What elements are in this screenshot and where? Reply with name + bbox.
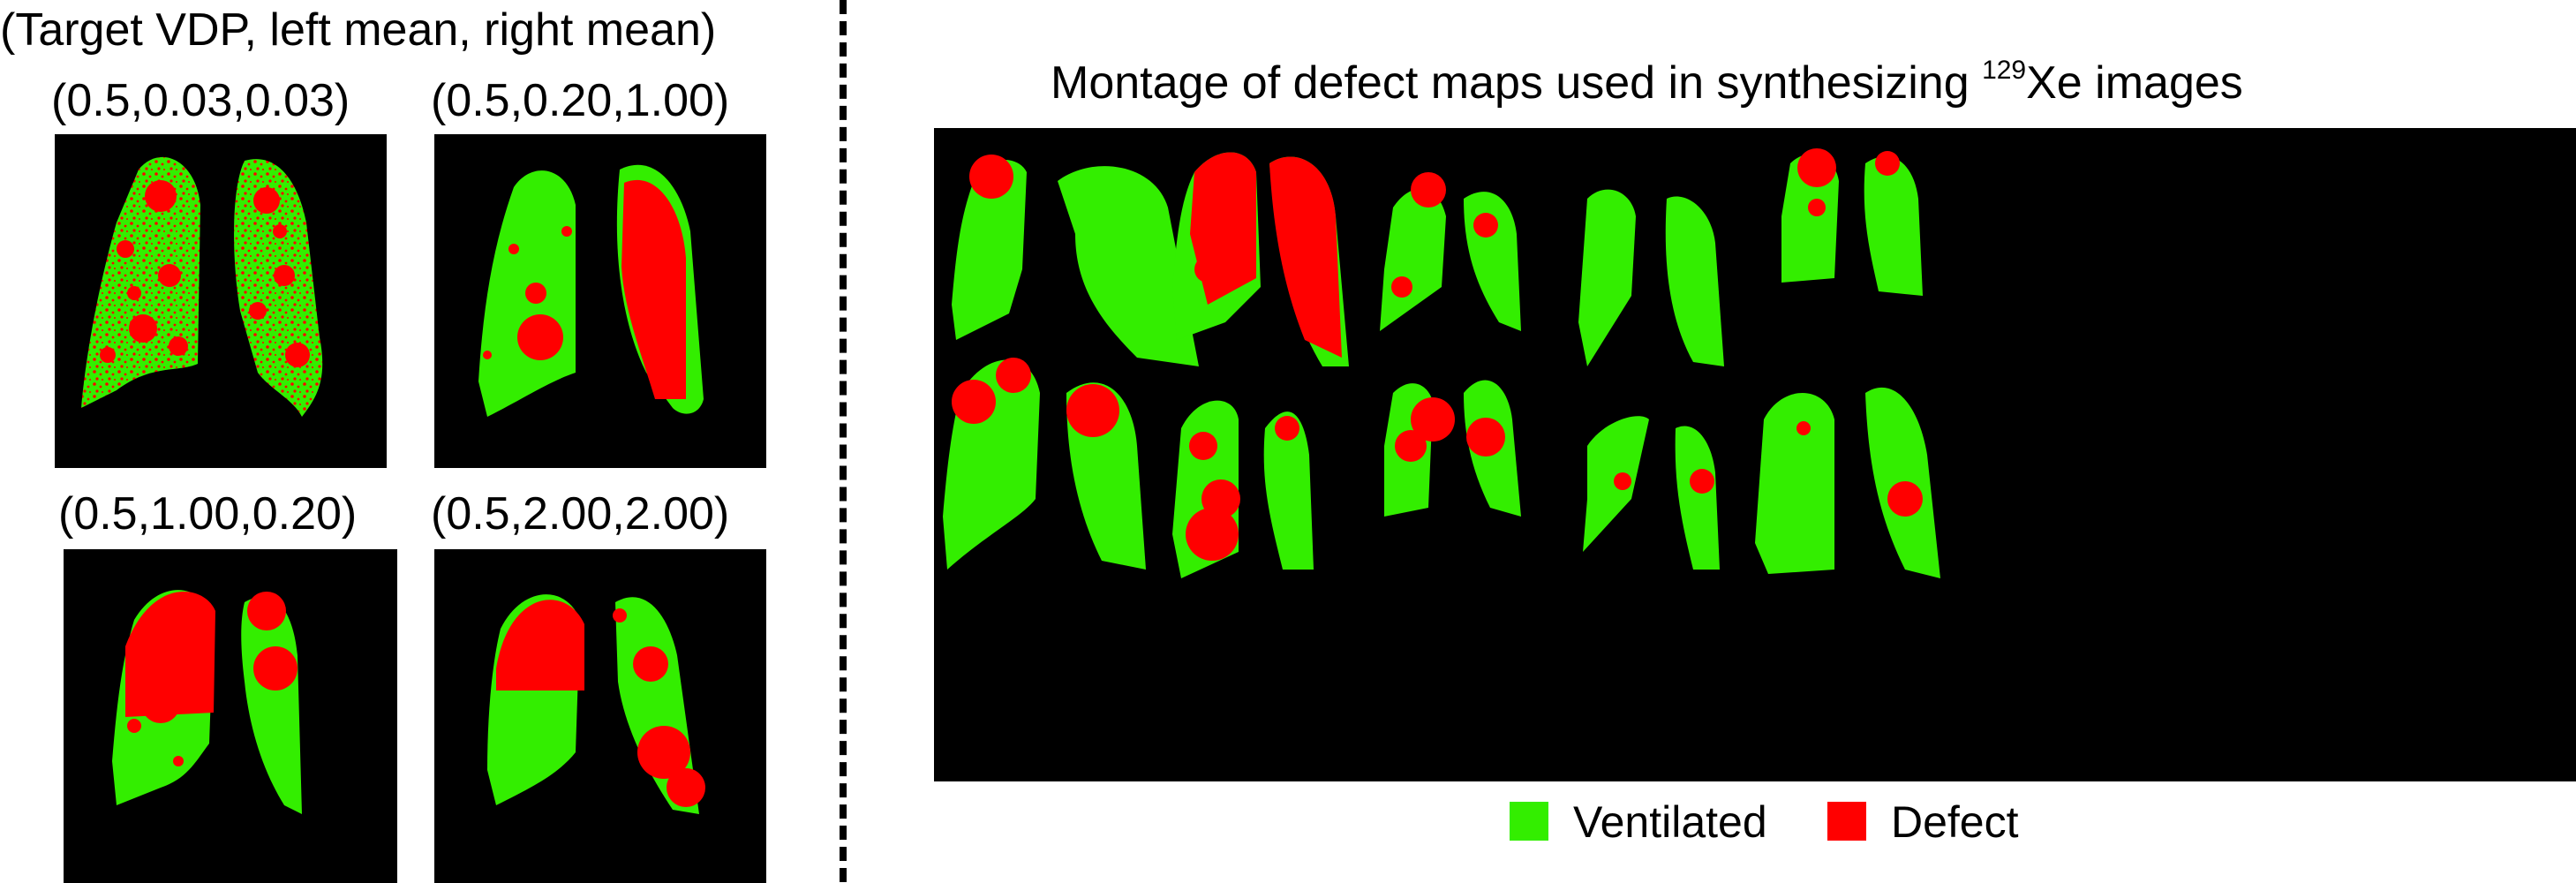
parameter-header: (Target VDP, left mean, right mean)	[0, 4, 717, 56]
legend-swatch-defect	[1827, 802, 1866, 841]
panel-label-2: (0.5,0.20,1.00)	[431, 75, 730, 126]
panel-label-1: (0.5,0.03,0.03)	[51, 75, 350, 126]
legend-label-ventilated: Ventilated	[1573, 797, 1767, 847]
legend-label-defect: Defect	[1891, 797, 2019, 847]
defect-map-panel-1	[55, 134, 387, 468]
panel-label-3: (0.5,1.00,0.20)	[58, 488, 358, 540]
panel-label-4: (0.5,2.00,2.00)	[431, 488, 730, 540]
left-lung-mask	[81, 156, 200, 408]
defect-map-panel-2	[434, 134, 766, 468]
montage-title: Montage of defect maps used in synthesiz…	[1051, 56, 2243, 109]
defect-map-panel-3	[64, 549, 397, 883]
legend-swatch-ventilated	[1510, 802, 1548, 841]
defect-map-panel-4	[434, 549, 766, 883]
section-divider	[840, 0, 847, 882]
defect-map-montage	[934, 128, 2576, 781]
